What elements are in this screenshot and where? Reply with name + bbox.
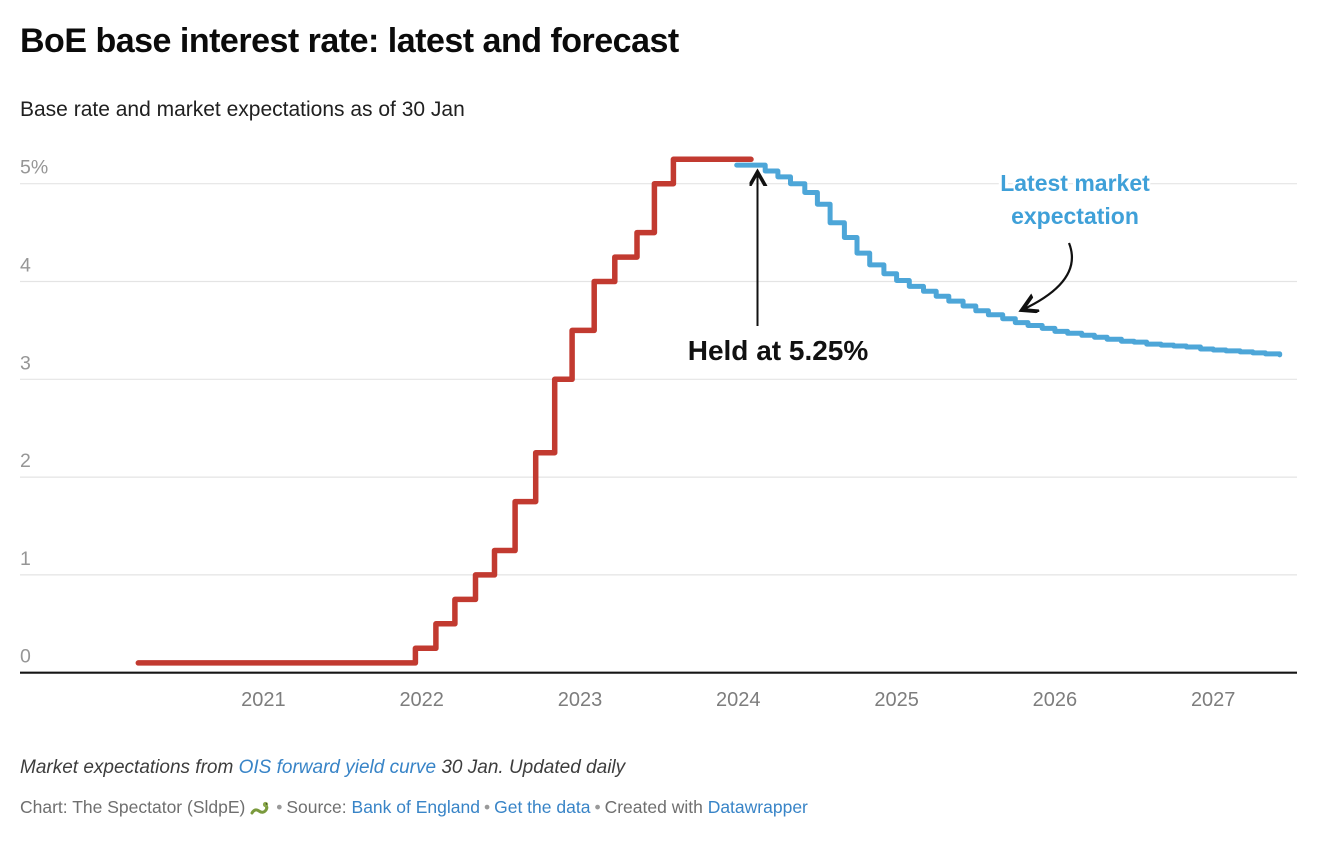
chart-title: BoE base interest rate: latest and forec… [20,22,679,60]
x-axis-label: 2023 [558,689,603,711]
footer-note: Market expectations from OIS forward yie… [20,757,625,779]
market-expectation-annotation-label: Latest market expectation [1000,170,1150,229]
created-with-label: Created with [604,797,708,817]
footer-byline: Chart: The Spectator (SldpE) • Source: Ba… [20,797,808,818]
datawrapper-link[interactable]: Datawrapper [707,797,808,817]
separator-dot: • [276,797,283,817]
note-suffix: 30 Jan. Updated daily [436,757,626,778]
source-label: Source: [286,797,352,817]
get-the-data-link[interactable]: Get the data [494,797,591,817]
y-axis-label: 5% [20,157,48,179]
y-axis-label: 2 [20,450,31,472]
x-axis-label: 2024 [716,689,761,711]
x-axis-label: 2027 [1191,689,1236,711]
market-expectation-annotation-arrow [1022,242,1074,310]
chart-subtitle: Base rate and market expectations as of … [20,98,465,121]
chart-credit: The Spectator (SldpE) [72,797,251,817]
x-axis-label: 2025 [874,689,919,711]
source-link[interactable]: Bank of England [351,797,480,817]
y-axis-label: 0 [20,646,31,668]
market-expectation-line [734,162,1283,358]
held-annotation-label: Held at 5.25% [688,335,869,366]
note-prefix: Market expectations from [20,757,239,778]
x-axis-label: 2021 [241,689,286,711]
chart-credit-label: Chart: [20,797,73,817]
separator-dot: • [594,797,601,817]
x-axis-label: 2022 [399,689,444,711]
base-rate-line [135,156,754,666]
y-axis-label: 3 [20,352,31,374]
x-axis-label: 2026 [1033,689,1078,711]
ois-curve-link[interactable]: OIS forward yield curve [238,757,437,778]
y-axis-label: 4 [20,255,31,277]
snake-emoji-icon [250,800,272,816]
separator-dot: • [483,797,491,817]
y-axis-label: 1 [20,548,31,570]
